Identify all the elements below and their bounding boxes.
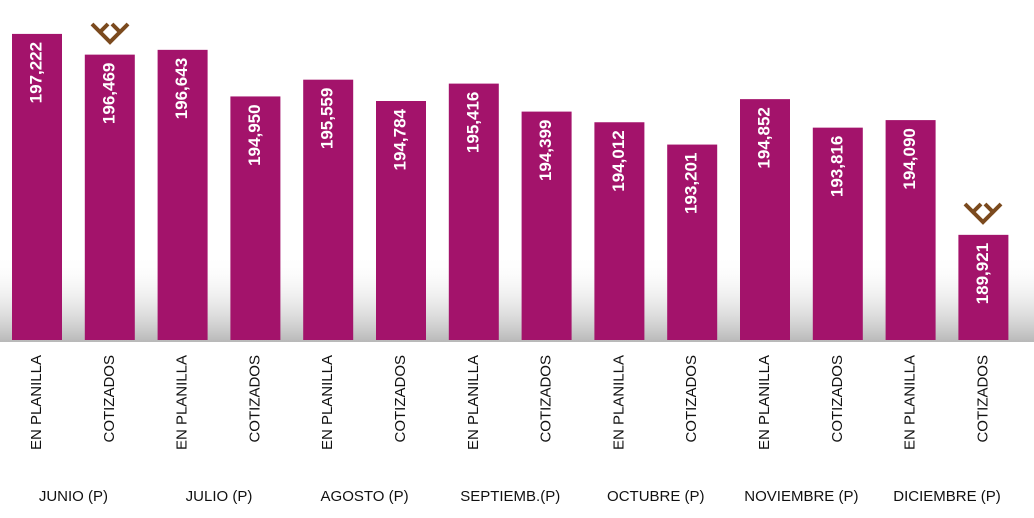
x-tick-label: COTIZADOS xyxy=(683,355,700,443)
value-label: 193,201 xyxy=(682,153,701,214)
bar xyxy=(958,234,1009,340)
bar xyxy=(885,120,936,340)
x-tick-label: COTIZADOS xyxy=(538,355,555,443)
x-tick-label: EN PLANILLA xyxy=(610,355,627,450)
value-label: 194,852 xyxy=(754,107,773,168)
group-label: OCTUBRE (P) xyxy=(607,488,705,505)
value-label: 189,921 xyxy=(973,243,992,304)
value-label: 196,643 xyxy=(172,58,191,119)
group-label: AGOSTO (P) xyxy=(321,488,409,505)
bar xyxy=(84,54,135,340)
group-label: NOVIEMBRE (P) xyxy=(744,488,858,505)
x-tick-label: COTIZADOS xyxy=(101,355,118,443)
value-label: 195,559 xyxy=(318,88,337,149)
bar xyxy=(12,33,62,340)
bar xyxy=(230,96,281,340)
x-tick-label: COTIZADOS xyxy=(829,355,846,443)
x-tick-label: EN PLANILLA xyxy=(465,355,482,450)
value-label: 194,950 xyxy=(245,104,264,165)
value-label: 195,416 xyxy=(463,92,482,153)
value-label: 193,816 xyxy=(827,136,846,197)
bar xyxy=(667,144,718,340)
value-label: 197,222 xyxy=(26,42,45,103)
group-label: SEPTIEMB.(P) xyxy=(460,488,560,505)
value-label: 194,012 xyxy=(609,130,628,191)
x-tick-label: EN PLANILLA xyxy=(28,355,45,450)
marker-arrow xyxy=(90,22,130,45)
marker-arrow xyxy=(963,202,1003,225)
value-label: 196,469 xyxy=(99,63,118,124)
x-tick-label: EN PLANILLA xyxy=(756,355,773,450)
bar xyxy=(594,122,645,340)
x-tick-label: EN PLANILLA xyxy=(902,355,919,450)
value-label: 194,399 xyxy=(536,120,555,181)
bar xyxy=(303,79,354,340)
value-label: 194,784 xyxy=(390,108,409,170)
x-tick-label: COTIZADOS xyxy=(974,355,991,443)
bar xyxy=(448,83,499,341)
x-tick-label: COTIZADOS xyxy=(246,355,263,443)
shadow xyxy=(0,255,1034,342)
bar xyxy=(521,111,572,340)
group-label: JULIO (P) xyxy=(186,488,253,505)
group-label: DICIEMBRE (P) xyxy=(893,488,1001,505)
bar xyxy=(812,127,863,340)
bar xyxy=(740,99,790,340)
bar xyxy=(376,101,426,340)
group-label: JUNIO (P) xyxy=(39,488,108,505)
x-tick-label: EN PLANILLA xyxy=(319,355,336,450)
bar xyxy=(157,49,208,340)
value-label: 194,090 xyxy=(900,128,919,189)
x-tick-label: EN PLANILLA xyxy=(174,355,191,450)
x-tick-label: COTIZADOS xyxy=(392,355,409,443)
